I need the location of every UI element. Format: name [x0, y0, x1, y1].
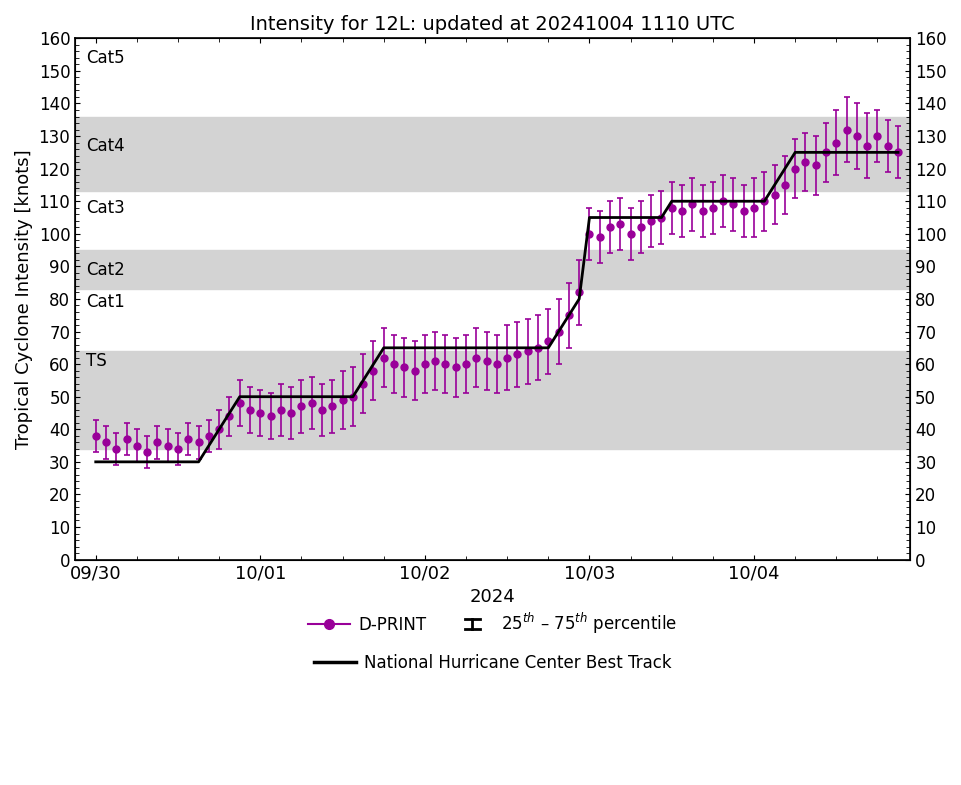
Bar	[75, 250, 909, 289]
Bar	[75, 116, 909, 192]
Text: Cat5: Cat5	[86, 49, 125, 67]
Text: Cat4: Cat4	[86, 137, 125, 155]
Text: TS: TS	[86, 352, 107, 370]
Bar	[75, 351, 909, 449]
Title: Intensity for 12L: updated at 20241004 1110 UTC: Intensity for 12L: updated at 20241004 1…	[250, 15, 734, 34]
Text: Cat1: Cat1	[86, 294, 125, 311]
Y-axis label: Tropical Cyclone Intensity [knots]: Tropical Cyclone Intensity [knots]	[15, 149, 33, 449]
X-axis label: 2024: 2024	[469, 588, 515, 606]
Text: Cat3: Cat3	[86, 199, 125, 217]
Legend: National Hurricane Center Best Track: National Hurricane Center Best Track	[307, 648, 678, 679]
Text: Cat2: Cat2	[86, 261, 125, 279]
